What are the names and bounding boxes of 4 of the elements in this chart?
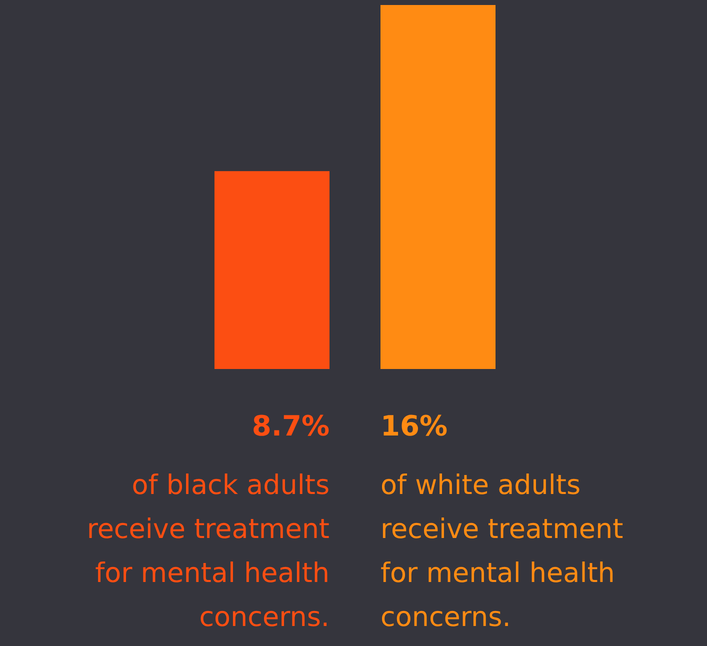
data-label: 16% <box>380 409 448 442</box>
x-tick-label: of black adults receive treatment for mental health concerns. <box>86 470 330 634</box>
data-label: 8.7% <box>252 409 330 442</box>
x-tick-label: of white adults receive treatment for mental health concerns. <box>380 470 624 634</box>
